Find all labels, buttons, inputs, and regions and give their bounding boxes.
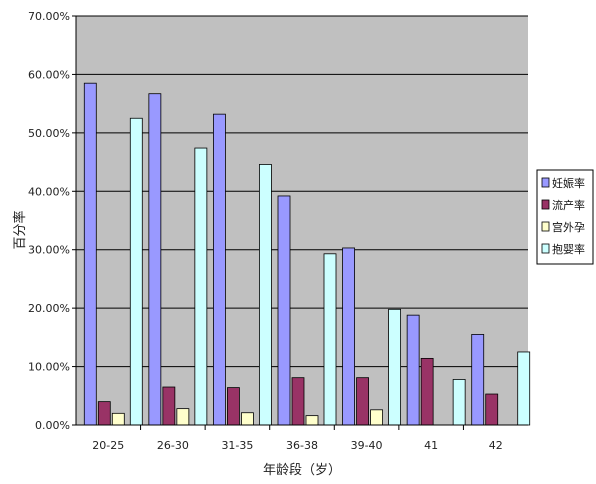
legend-label: 流产率 [552,198,585,212]
bar-流产率 [291,377,305,426]
bar-流产率 [420,357,434,426]
legend-swatch [541,177,550,188]
x-tick-label: 42 [489,439,503,452]
legend-swatch [541,221,550,232]
bar-抱婴率 [517,351,531,426]
y-tick-label: 0.00% [35,419,70,432]
x-tick-label: 31-35 [221,439,253,452]
y-tick-label: 20.00% [28,302,70,315]
y-tick-label: 50.00% [28,127,70,140]
bar-宫外孕 [111,412,125,426]
bar-抱婴率 [452,379,466,426]
bar-妊娠率 [406,314,420,426]
bar-流产率 [162,386,176,426]
bar-宫外孕 [241,412,254,426]
y-axis-title: 百分率 [12,210,28,249]
bar-妊娠率 [342,247,355,426]
bar-流产率 [356,377,369,426]
bar-抱婴率 [194,147,208,426]
y-tick-label: 10.00% [28,361,70,374]
legend-swatch [541,243,550,254]
bar-妊娠率 [83,82,97,426]
bar-流产率 [485,393,499,426]
legend-swatch [541,199,550,210]
bar-抱婴率 [388,308,401,426]
legend-label: 抱婴率 [552,242,585,256]
bar-抱婴率 [259,164,272,426]
bar-妊娠率 [213,113,226,426]
y-tick-label: 40.00% [28,185,70,198]
bar-宫外孕 [176,408,190,426]
x-tick-label: 41 [424,439,438,452]
x-tick-label: 36-38 [286,439,318,452]
x-tick-label: 20-25 [92,439,124,452]
bar-宫外孕 [370,409,383,426]
bar-宫外孕 [305,415,319,426]
y-tick-label: 60.00% [28,68,70,81]
bar-流产率 [227,387,240,426]
x-axis-title: 年龄段（岁） [263,463,341,478]
y-tick-label: 70.00% [28,10,70,23]
bar-妊娠率 [148,93,162,426]
bar-妊娠率 [471,334,485,426]
legend-label: 妊娠率 [552,176,585,190]
y-tick-labels: 0.00% 10.00% 20.00% 30.00% 40.00% 50.00% 60.00… [28,10,70,432]
bar-抱婴率 [129,117,143,426]
x-tick-labels: 20-25 26-30 31-35 36-38 39-40 41 42 [92,425,503,452]
x-tick-label: 26-30 [157,439,189,452]
bar-流产率 [97,401,111,426]
x-tick-label: 39-40 [351,439,383,452]
bar-妊娠率 [277,195,291,426]
legend-label: 宫外孕 [552,220,585,234]
bars [83,82,531,426]
y-tick-label: 30.00% [28,244,70,257]
bar-抱婴率 [323,253,337,426]
plot-area [76,16,528,425]
